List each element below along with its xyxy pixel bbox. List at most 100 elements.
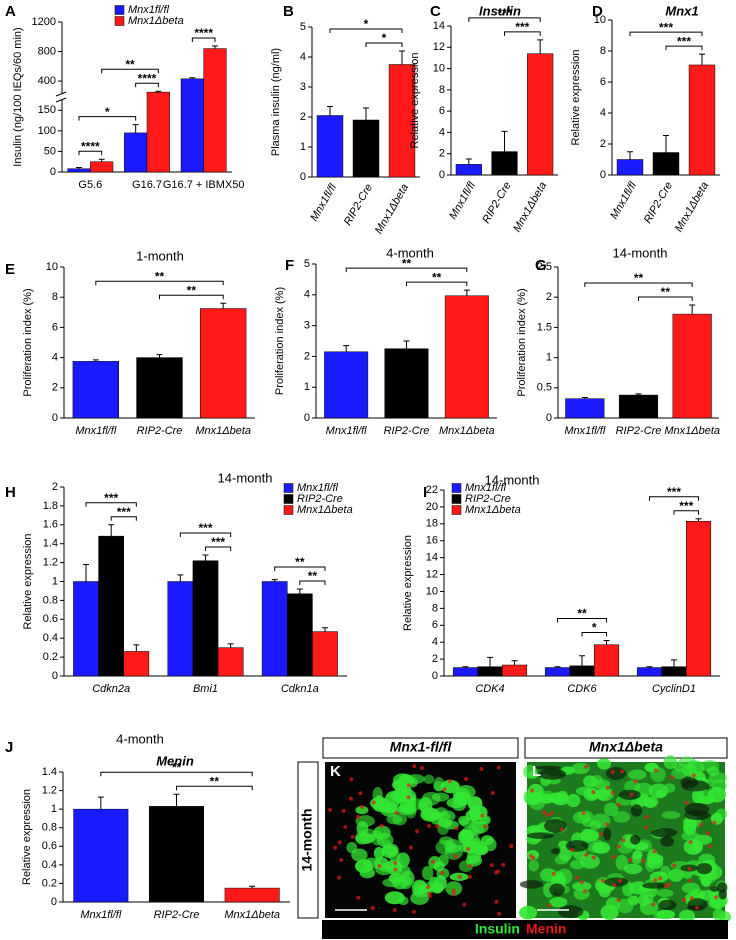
axis-break-mark bbox=[55, 91, 67, 97]
error-bar bbox=[363, 107, 369, 120]
error-bar bbox=[554, 666, 561, 668]
error-bar bbox=[271, 579, 278, 582]
nucleus bbox=[509, 844, 514, 849]
cell bbox=[528, 859, 540, 872]
dark-patch bbox=[519, 880, 544, 889]
x-tick-label: CDK6 bbox=[567, 683, 597, 695]
stain-label: Insulin bbox=[475, 921, 520, 937]
significance-bracket bbox=[406, 281, 468, 287]
error-bar bbox=[220, 302, 227, 309]
y-tick-label: 10 bbox=[433, 62, 445, 74]
bar bbox=[544, 667, 570, 677]
image-letter: K bbox=[330, 763, 341, 780]
x-tick-label: RIP2-Cre bbox=[154, 909, 200, 921]
dark-patch bbox=[696, 862, 713, 875]
significance-bracket bbox=[95, 280, 224, 286]
x-tick-label: CyclinD1 bbox=[652, 683, 696, 695]
significance-label: ** bbox=[187, 283, 197, 297]
y-tick-label: 0.2 bbox=[43, 651, 58, 663]
bar bbox=[527, 53, 554, 176]
nucleus bbox=[688, 878, 693, 883]
cell bbox=[433, 781, 444, 792]
error-bar bbox=[663, 134, 669, 153]
y-tick-label: 2 bbox=[300, 111, 306, 123]
y-tick-label: 100 bbox=[38, 125, 56, 137]
significance-label: ** bbox=[155, 269, 165, 283]
nucleus bbox=[708, 844, 713, 849]
bar bbox=[324, 351, 369, 419]
dark-patch bbox=[710, 886, 720, 892]
cell bbox=[411, 879, 428, 896]
legend-label: Mnx1Δbeta bbox=[128, 15, 184, 27]
legend-swatch bbox=[283, 505, 294, 515]
cell bbox=[712, 908, 725, 922]
nucleus bbox=[682, 897, 687, 902]
y-tick-label: 10 bbox=[46, 261, 58, 273]
error-bar bbox=[98, 158, 105, 162]
significance-label: ** bbox=[432, 270, 442, 284]
y-tick-label: 0.4 bbox=[42, 859, 57, 871]
nucleus bbox=[560, 827, 565, 832]
nucleus bbox=[672, 863, 677, 868]
legend-label: RIP2-Cre bbox=[297, 493, 343, 505]
nucleus bbox=[349, 777, 354, 782]
legend-swatch bbox=[114, 16, 125, 26]
nucleus bbox=[337, 875, 342, 880]
x-tick-label: Mnx1fl/fl bbox=[564, 425, 606, 437]
nucleus bbox=[575, 875, 580, 880]
x-tick-label: G16.7 bbox=[132, 179, 162, 191]
panel-letter: I bbox=[423, 484, 427, 501]
legend-swatch bbox=[283, 494, 294, 504]
nucleus bbox=[605, 785, 610, 790]
nucleus bbox=[394, 810, 399, 815]
cell bbox=[573, 888, 590, 900]
y-axis-label: Relative expression bbox=[22, 534, 34, 630]
bar bbox=[72, 361, 120, 419]
cell bbox=[647, 858, 664, 869]
significance-label: **** bbox=[194, 26, 213, 40]
cell bbox=[375, 863, 393, 876]
y-tick-label: 12 bbox=[433, 41, 445, 53]
dark-patch bbox=[565, 840, 589, 852]
x-tick-label: Mnx1Δbeta bbox=[439, 425, 495, 437]
y-tick-label: 1 bbox=[546, 352, 552, 364]
bar bbox=[618, 394, 659, 419]
nucleus bbox=[453, 854, 458, 859]
cell bbox=[398, 896, 409, 906]
significance-label: *** bbox=[659, 20, 673, 34]
nucleus bbox=[356, 895, 361, 900]
error-bar bbox=[189, 77, 196, 79]
significance-label: *** bbox=[679, 499, 693, 513]
nucleus bbox=[494, 899, 499, 904]
significance-bracket bbox=[345, 267, 468, 273]
nucleus bbox=[392, 908, 397, 913]
y-tick-label: 6 bbox=[432, 619, 438, 631]
nucleus bbox=[610, 790, 615, 795]
nucleus bbox=[645, 814, 650, 819]
cell bbox=[526, 825, 543, 834]
y-tick-label: 0 bbox=[51, 896, 57, 908]
error-bar bbox=[581, 396, 588, 399]
nucleus bbox=[430, 859, 435, 864]
panel-letter: G bbox=[535, 257, 547, 274]
bar bbox=[167, 581, 194, 677]
cell bbox=[549, 896, 568, 908]
nucleus bbox=[358, 791, 363, 796]
y-tick-label: 0 bbox=[600, 169, 606, 181]
nucleus bbox=[621, 838, 626, 843]
cell bbox=[603, 802, 619, 817]
bar bbox=[217, 647, 244, 677]
nucleus bbox=[633, 779, 638, 784]
error-bar bbox=[133, 644, 140, 652]
y-tick-label: 3 bbox=[304, 320, 310, 332]
y-tick-label: 1200 bbox=[32, 16, 56, 28]
y-tick-label: 14 bbox=[433, 20, 445, 32]
nucleus bbox=[670, 775, 675, 780]
error-bar bbox=[321, 627, 328, 632]
nucleus bbox=[426, 885, 431, 890]
cell bbox=[519, 905, 538, 920]
nucleus bbox=[658, 876, 663, 881]
legend-label: Mnx1fl/fl bbox=[465, 482, 507, 494]
nucleus bbox=[454, 826, 459, 831]
cell bbox=[656, 909, 676, 920]
